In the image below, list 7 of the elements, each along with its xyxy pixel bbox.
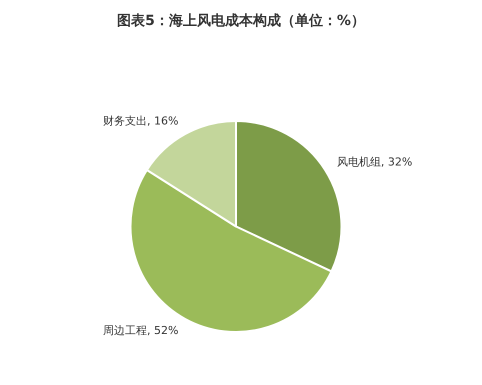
- slice-label: 风电机组: [336, 155, 381, 168]
- slice-label: 周边工程: [102, 324, 147, 338]
- chart-title: 图表5：海上风电成本构成（单位：%）: [116, 12, 366, 30]
- data-label: , 32%: [380, 155, 412, 168]
- slice-label: 财务支出: [102, 114, 147, 128]
- data-label: , 16%: [146, 114, 178, 128]
- data-label: , 52%: [146, 324, 178, 338]
